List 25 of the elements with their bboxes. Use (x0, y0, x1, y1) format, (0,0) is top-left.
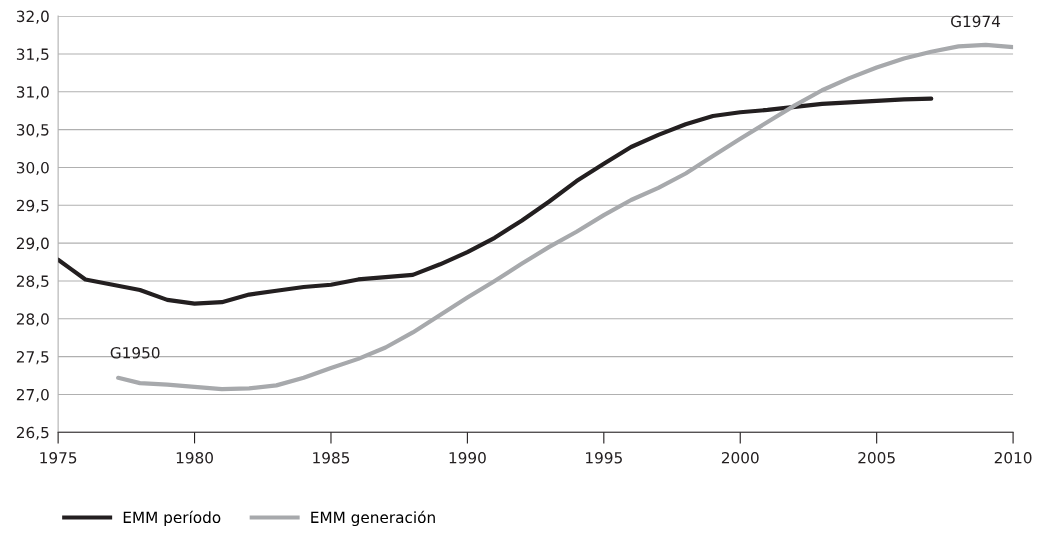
x-tick-label: 1985 (313, 452, 350, 464)
x-tick-label: 1975 (40, 452, 77, 464)
y-tick-label: 28,5 (16, 275, 49, 289)
y-tick-label: 27,5 (16, 351, 49, 365)
y-tick-label: 27,0 (16, 388, 49, 403)
line-series (58, 96, 934, 306)
annotation: G1974 (951, 15, 1001, 28)
y-tick-label: 30,0 (16, 161, 49, 176)
y-tick-label: 29,0 (16, 237, 49, 251)
y-tick-label: 28,0 (16, 313, 49, 327)
y-tick-label: 30,5 (16, 124, 49, 138)
x-tick-label: 2005 (858, 452, 895, 464)
legend-label: EMM generación (311, 510, 435, 527)
y-tick-label: 26,5 (16, 426, 49, 440)
y-tick-label: 29,5 (16, 199, 49, 213)
legend-label: EMM período (123, 510, 221, 527)
x-tick-label: 1980 (176, 452, 213, 464)
x-tick-label: 1995 (586, 452, 622, 464)
x-tick-label: 1990 (449, 452, 486, 464)
y-tick-label: 31,5 (16, 48, 49, 62)
y-tick-label: 32,0 (16, 10, 49, 24)
y-tick-label: 31,0 (16, 86, 49, 100)
x-tick-label: 2010 (994, 452, 1032, 464)
x-tick-label: 2000 (721, 452, 759, 464)
annotation: G1950 (110, 347, 160, 359)
